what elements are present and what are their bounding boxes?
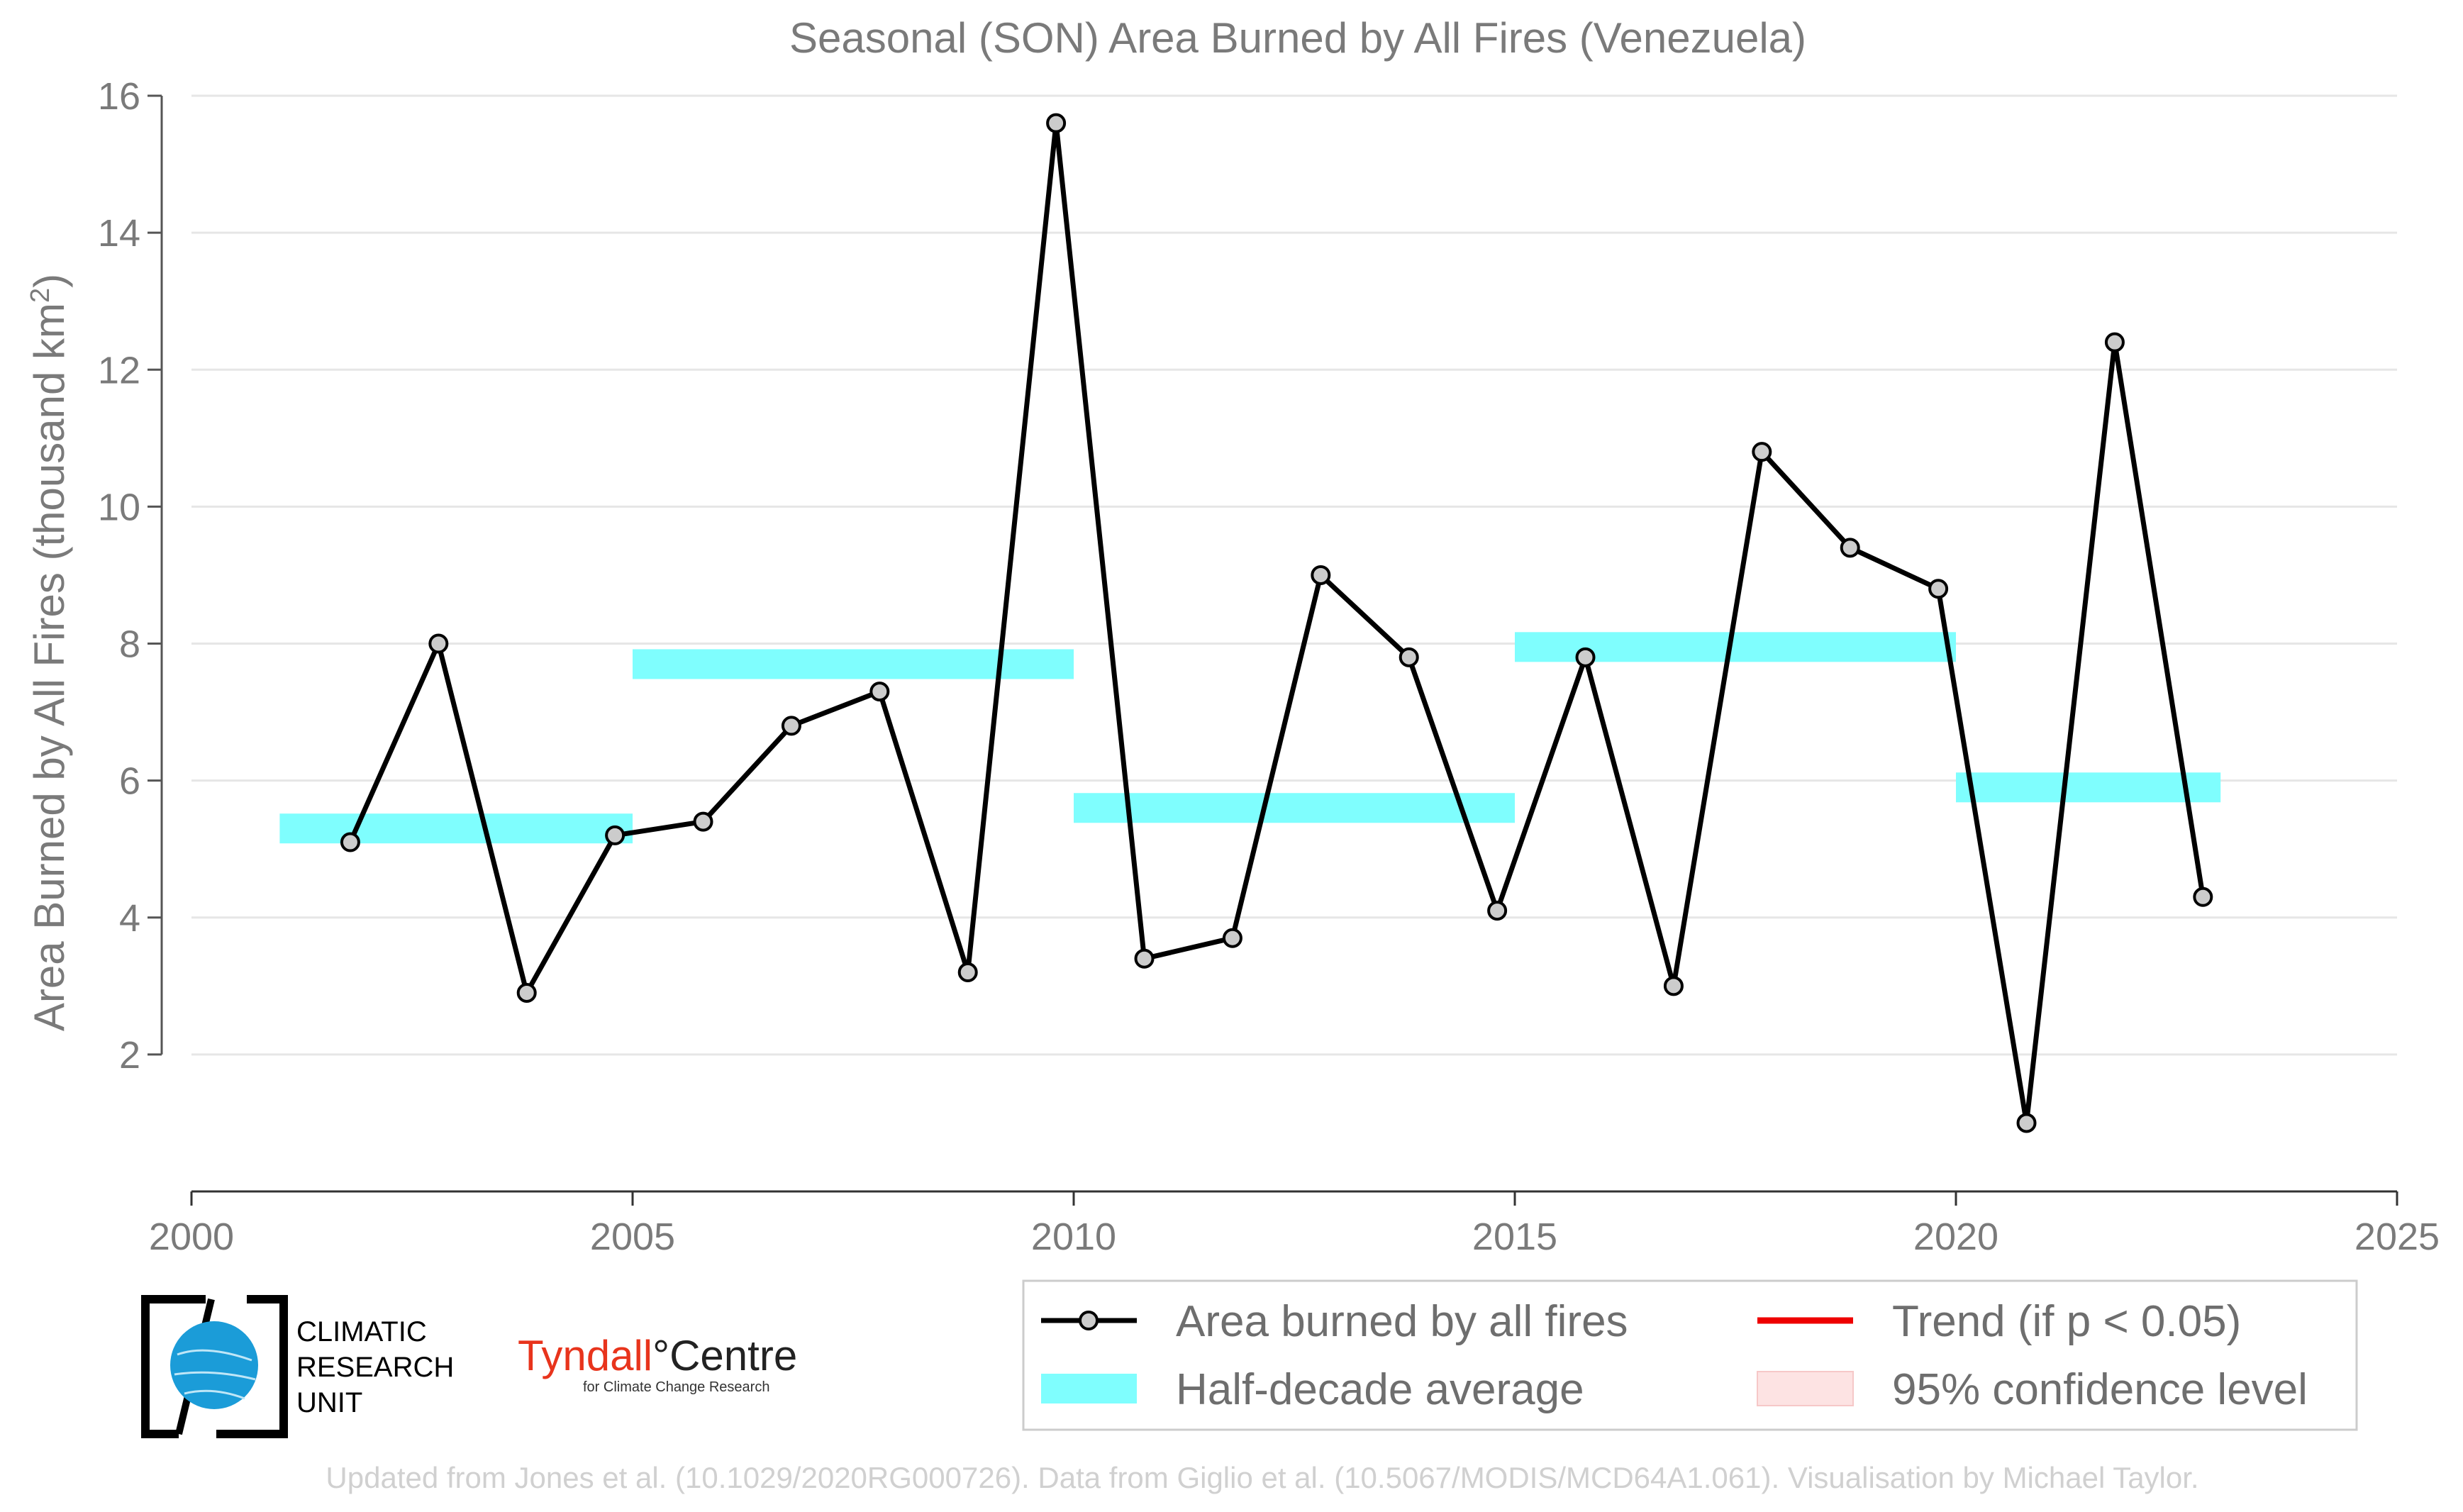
data-point-16: [1663, 976, 1684, 996]
legend-item-2-label: Trend (if p < 0.05): [1892, 1297, 2241, 1346]
y-tick-label-4: 4: [119, 897, 140, 940]
data-point-18: [1840, 538, 1860, 558]
data-point-20: [2016, 1113, 2037, 1133]
data-point-1: [340, 832, 360, 852]
y-tick-label-10: 10: [98, 486, 140, 528]
data-point-7: [869, 682, 890, 702]
cru-line-2: RESEARCH: [296, 1352, 454, 1383]
y-axis-label-main: Area Burned by All Fires (thousand km: [26, 303, 73, 1031]
axes: 2 4 6 8 10 12 14 16 2000 2005 2010 2015 2020 2025: [98, 75, 2440, 1258]
data-point-22: [2193, 886, 2213, 907]
legend-item-3-label: Half-decade average: [1176, 1365, 1584, 1414]
x-tick-label-2000: 2000: [149, 1216, 234, 1258]
globe-contours-icon: [174, 1349, 256, 1400]
data-point-17: [1752, 442, 1772, 462]
cru-logo-frame: [141, 1295, 288, 1438]
tyndall-subtitle: for Climate Change Research: [583, 1379, 769, 1395]
y-axis-label-close: ): [26, 274, 73, 288]
data-point-15: [1575, 647, 1596, 667]
half-decade-averages: [279, 632, 2221, 844]
cru-line-3: UNIT: [296, 1387, 362, 1418]
data-point-8: [957, 962, 978, 982]
cru-logo: CLIMATIC RESEARCH UNIT: [141, 1295, 454, 1438]
tyndall-red: Tyndall: [518, 1332, 652, 1379]
data-point-10: [1134, 948, 1155, 969]
x-tick-label-2025: 2025: [2354, 1216, 2440, 1258]
half-decade-bar-3: [1074, 793, 1515, 823]
x-tick-label-2005: 2005: [590, 1216, 675, 1258]
y-tick-label-12: 12: [98, 349, 140, 391]
cru-line-1: CLIMATIC: [296, 1316, 427, 1347]
data-point-9: [1046, 113, 1067, 133]
legend-item-4-label: 95% confidence level: [1892, 1365, 2308, 1414]
series-area-burned: [340, 113, 2213, 1133]
data-point-2: [428, 633, 449, 654]
data-point-6: [781, 716, 801, 736]
tyndall-logo: Tyndall°Centre for Climate Change Resear…: [518, 1332, 797, 1395]
y-tick-label-8: 8: [119, 623, 140, 666]
data-point-12: [1311, 565, 1331, 585]
y-axis-label: Area Burned by All Fires (thousand km2): [26, 274, 73, 1031]
data-point-11: [1222, 928, 1242, 948]
legend-item-1-marker: [1079, 1311, 1099, 1330]
grid-lines: [191, 94, 2397, 1056]
data-point-14: [1487, 901, 1508, 921]
series-line: [348, 121, 2206, 1125]
globe-icon: [170, 1321, 258, 1409]
data-point-5: [693, 811, 713, 832]
legend-frame: [1022, 1279, 2358, 1431]
half-decade-bar-5: [1956, 772, 2221, 803]
legend: Area burned by all fires Trend (if p < 0.…: [1022, 1279, 2358, 1431]
legend-item-4-swatch: [1757, 1371, 1854, 1406]
x-tick-label-2020: 2020: [1913, 1216, 1998, 1258]
y-axis-label-superscript: 2: [26, 288, 55, 303]
legend-item-1-label: Area burned by all fires: [1176, 1297, 1628, 1346]
data-point-21: [2104, 332, 2125, 352]
y-tick-label-16: 16: [98, 75, 140, 118]
y-tick-label-14: 14: [98, 212, 140, 255]
y-tick-label-2: 2: [119, 1034, 140, 1077]
data-point-4: [605, 825, 626, 845]
data-point-19: [1928, 579, 1949, 599]
half-decade-bar-1: [279, 813, 633, 844]
x-tick-label-2010: 2010: [1031, 1216, 1116, 1258]
tyndall-logo-text: Tyndall°Centre: [518, 1332, 797, 1379]
data-point-13: [1399, 647, 1419, 667]
x-tick-label-2015: 2015: [1472, 1216, 1557, 1258]
tyndall-centre: °Centre: [652, 1332, 797, 1379]
chart-title: Seasonal (SON) Area Burned by All Fires …: [789, 14, 1806, 62]
half-decade-bar-2: [633, 649, 1074, 679]
credit-line: Updated from Jones et al. (10.1029/2020R…: [326, 1461, 2198, 1494]
data-point-3: [516, 982, 537, 1003]
y-tick-label-6: 6: [119, 760, 140, 803]
legend-item-3-swatch: [1041, 1374, 1137, 1403]
